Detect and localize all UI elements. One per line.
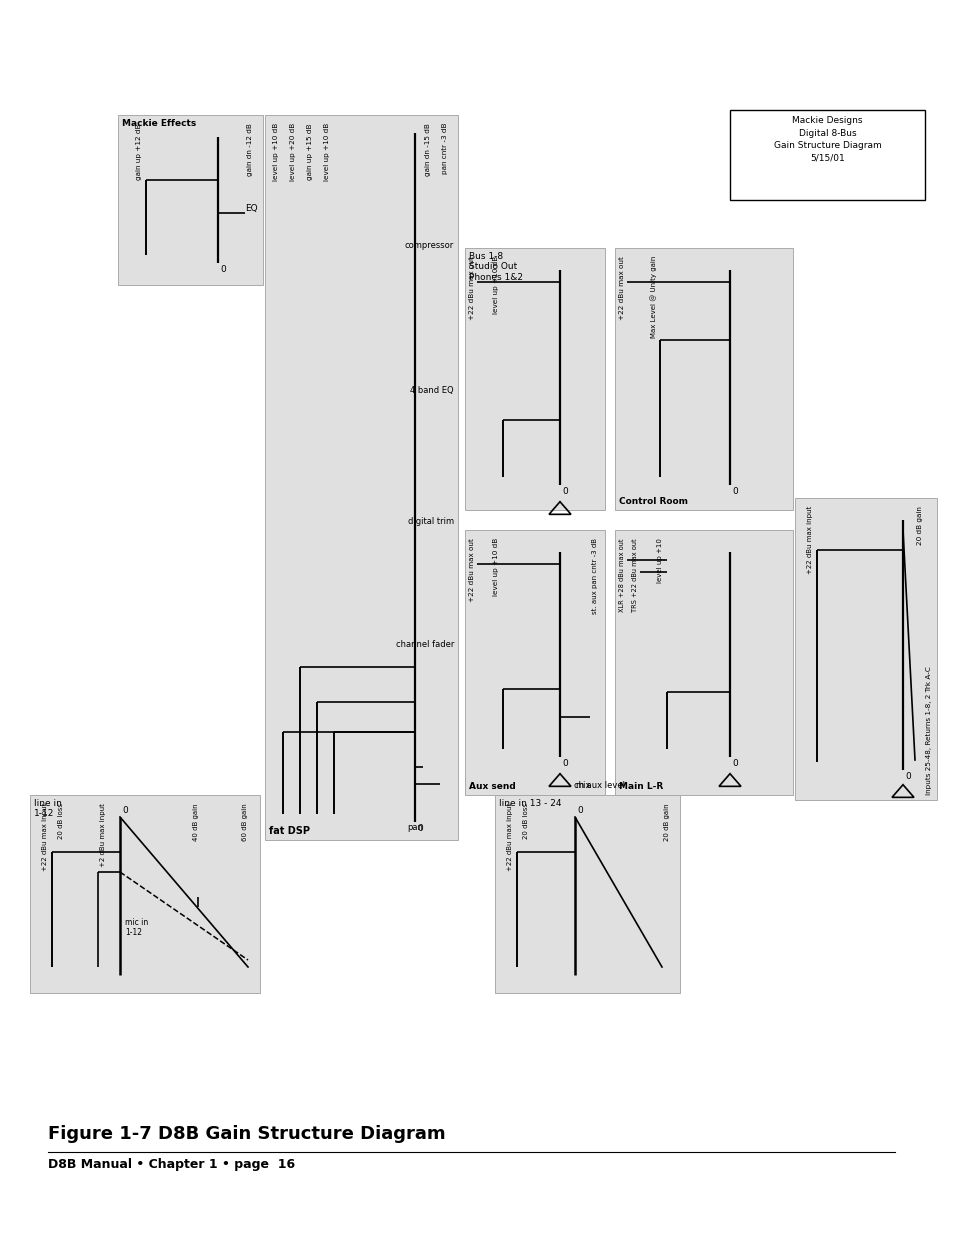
Text: 0: 0 bbox=[416, 824, 422, 832]
Text: level up +10: level up +10 bbox=[657, 538, 662, 583]
Text: 0: 0 bbox=[731, 760, 737, 768]
FancyBboxPatch shape bbox=[30, 795, 260, 993]
Text: Mackie Designs
Digital 8-Bus
Gain Structure Diagram
5/15/01: Mackie Designs Digital 8-Bus Gain Struct… bbox=[773, 116, 881, 163]
Text: mic in
1-12: mic in 1-12 bbox=[125, 918, 148, 937]
Text: 0: 0 bbox=[904, 772, 910, 781]
Text: level up +20 dB: level up +20 dB bbox=[290, 124, 295, 182]
Text: +22 dBu max input: +22 dBu max input bbox=[506, 803, 513, 871]
Text: +2 dBu max input: +2 dBu max input bbox=[100, 803, 106, 867]
Text: 0: 0 bbox=[220, 266, 226, 274]
Text: Main L-R: Main L-R bbox=[618, 782, 662, 790]
Text: +22 dBu max out: +22 dBu max out bbox=[469, 256, 475, 320]
FancyBboxPatch shape bbox=[615, 530, 792, 795]
FancyBboxPatch shape bbox=[118, 115, 263, 285]
Text: D8B Manual • Chapter 1 • page  16: D8B Manual • Chapter 1 • page 16 bbox=[48, 1158, 294, 1171]
Text: 40 dB gain: 40 dB gain bbox=[193, 803, 199, 841]
Text: 0: 0 bbox=[561, 487, 567, 496]
FancyBboxPatch shape bbox=[464, 248, 604, 510]
Text: line in
1-12: line in 1-12 bbox=[34, 799, 62, 819]
Text: level up +10 dB: level up +10 dB bbox=[493, 256, 498, 314]
Text: 20 dB loss: 20 dB loss bbox=[58, 803, 64, 839]
Text: ch aux level: ch aux level bbox=[574, 781, 624, 790]
Text: 60 dB gain: 60 dB gain bbox=[242, 803, 248, 841]
Text: 0: 0 bbox=[561, 760, 567, 768]
Bar bbox=[729, 110, 924, 200]
FancyBboxPatch shape bbox=[265, 115, 457, 840]
Text: level up +10 dB: level up +10 dB bbox=[273, 124, 278, 182]
Text: gain up +12 dB: gain up +12 dB bbox=[136, 124, 142, 179]
FancyBboxPatch shape bbox=[615, 248, 792, 510]
Text: Mackie Effects: Mackie Effects bbox=[122, 119, 196, 128]
Text: fat DSP: fat DSP bbox=[269, 826, 310, 836]
Text: mix: mix bbox=[575, 781, 590, 790]
Text: gain dn -12 dB: gain dn -12 dB bbox=[247, 124, 253, 175]
Text: st. aux pan cntr -3 dB: st. aux pan cntr -3 dB bbox=[592, 538, 598, 614]
Text: +22 dBu max input: +22 dBu max input bbox=[42, 803, 48, 871]
FancyBboxPatch shape bbox=[464, 530, 604, 795]
Text: Figure 1-7 D8B Gain Structure Diagram: Figure 1-7 D8B Gain Structure Diagram bbox=[48, 1125, 445, 1144]
Text: 20 dB gain: 20 dB gain bbox=[663, 803, 669, 841]
Text: Aux send: Aux send bbox=[469, 782, 516, 790]
Text: channel fader: channel fader bbox=[395, 640, 454, 648]
Text: level up +10 dB: level up +10 dB bbox=[493, 538, 498, 597]
Text: pan cntr -3 dB: pan cntr -3 dB bbox=[441, 124, 448, 174]
Text: +22 dBu max out: +22 dBu max out bbox=[469, 538, 475, 601]
Text: EQ: EQ bbox=[245, 204, 257, 212]
Text: gain up +15 dB: gain up +15 dB bbox=[307, 124, 313, 179]
Text: TRS +22 dBu max out: TRS +22 dBu max out bbox=[631, 538, 638, 611]
Text: compressor: compressor bbox=[404, 241, 454, 249]
Text: Bus 1-8
Studio Out
Phones 1&2: Bus 1-8 Studio Out Phones 1&2 bbox=[469, 252, 522, 282]
Text: 20 dB gain: 20 dB gain bbox=[916, 506, 923, 545]
Text: gain dn -15 dB: gain dn -15 dB bbox=[424, 124, 431, 175]
Text: 4 band EQ: 4 band EQ bbox=[410, 387, 454, 395]
Text: Max Level @ Unity gain: Max Level @ Unity gain bbox=[649, 256, 656, 338]
Text: level up +10 dB: level up +10 dB bbox=[324, 124, 330, 182]
FancyBboxPatch shape bbox=[794, 498, 936, 800]
Text: line in 13 - 24: line in 13 - 24 bbox=[498, 799, 561, 808]
Text: +22 dBu max input: +22 dBu max input bbox=[806, 506, 812, 574]
Text: Inputs 25-48, Returns 1-8, 2 Trk A-C: Inputs 25-48, Returns 1-8, 2 Trk A-C bbox=[925, 666, 931, 795]
Text: 0: 0 bbox=[731, 487, 737, 496]
Text: Control Room: Control Room bbox=[618, 496, 687, 506]
Text: 0: 0 bbox=[577, 806, 582, 815]
Text: digital trim: digital trim bbox=[408, 516, 454, 526]
Text: 0: 0 bbox=[122, 806, 128, 815]
Text: pan: pan bbox=[407, 823, 422, 832]
Text: XLR +28 dBu max out: XLR +28 dBu max out bbox=[618, 538, 624, 611]
Text: 20 dB loss: 20 dB loss bbox=[522, 803, 529, 839]
FancyBboxPatch shape bbox=[495, 795, 679, 993]
Text: +22 dBu max out: +22 dBu max out bbox=[618, 256, 624, 320]
